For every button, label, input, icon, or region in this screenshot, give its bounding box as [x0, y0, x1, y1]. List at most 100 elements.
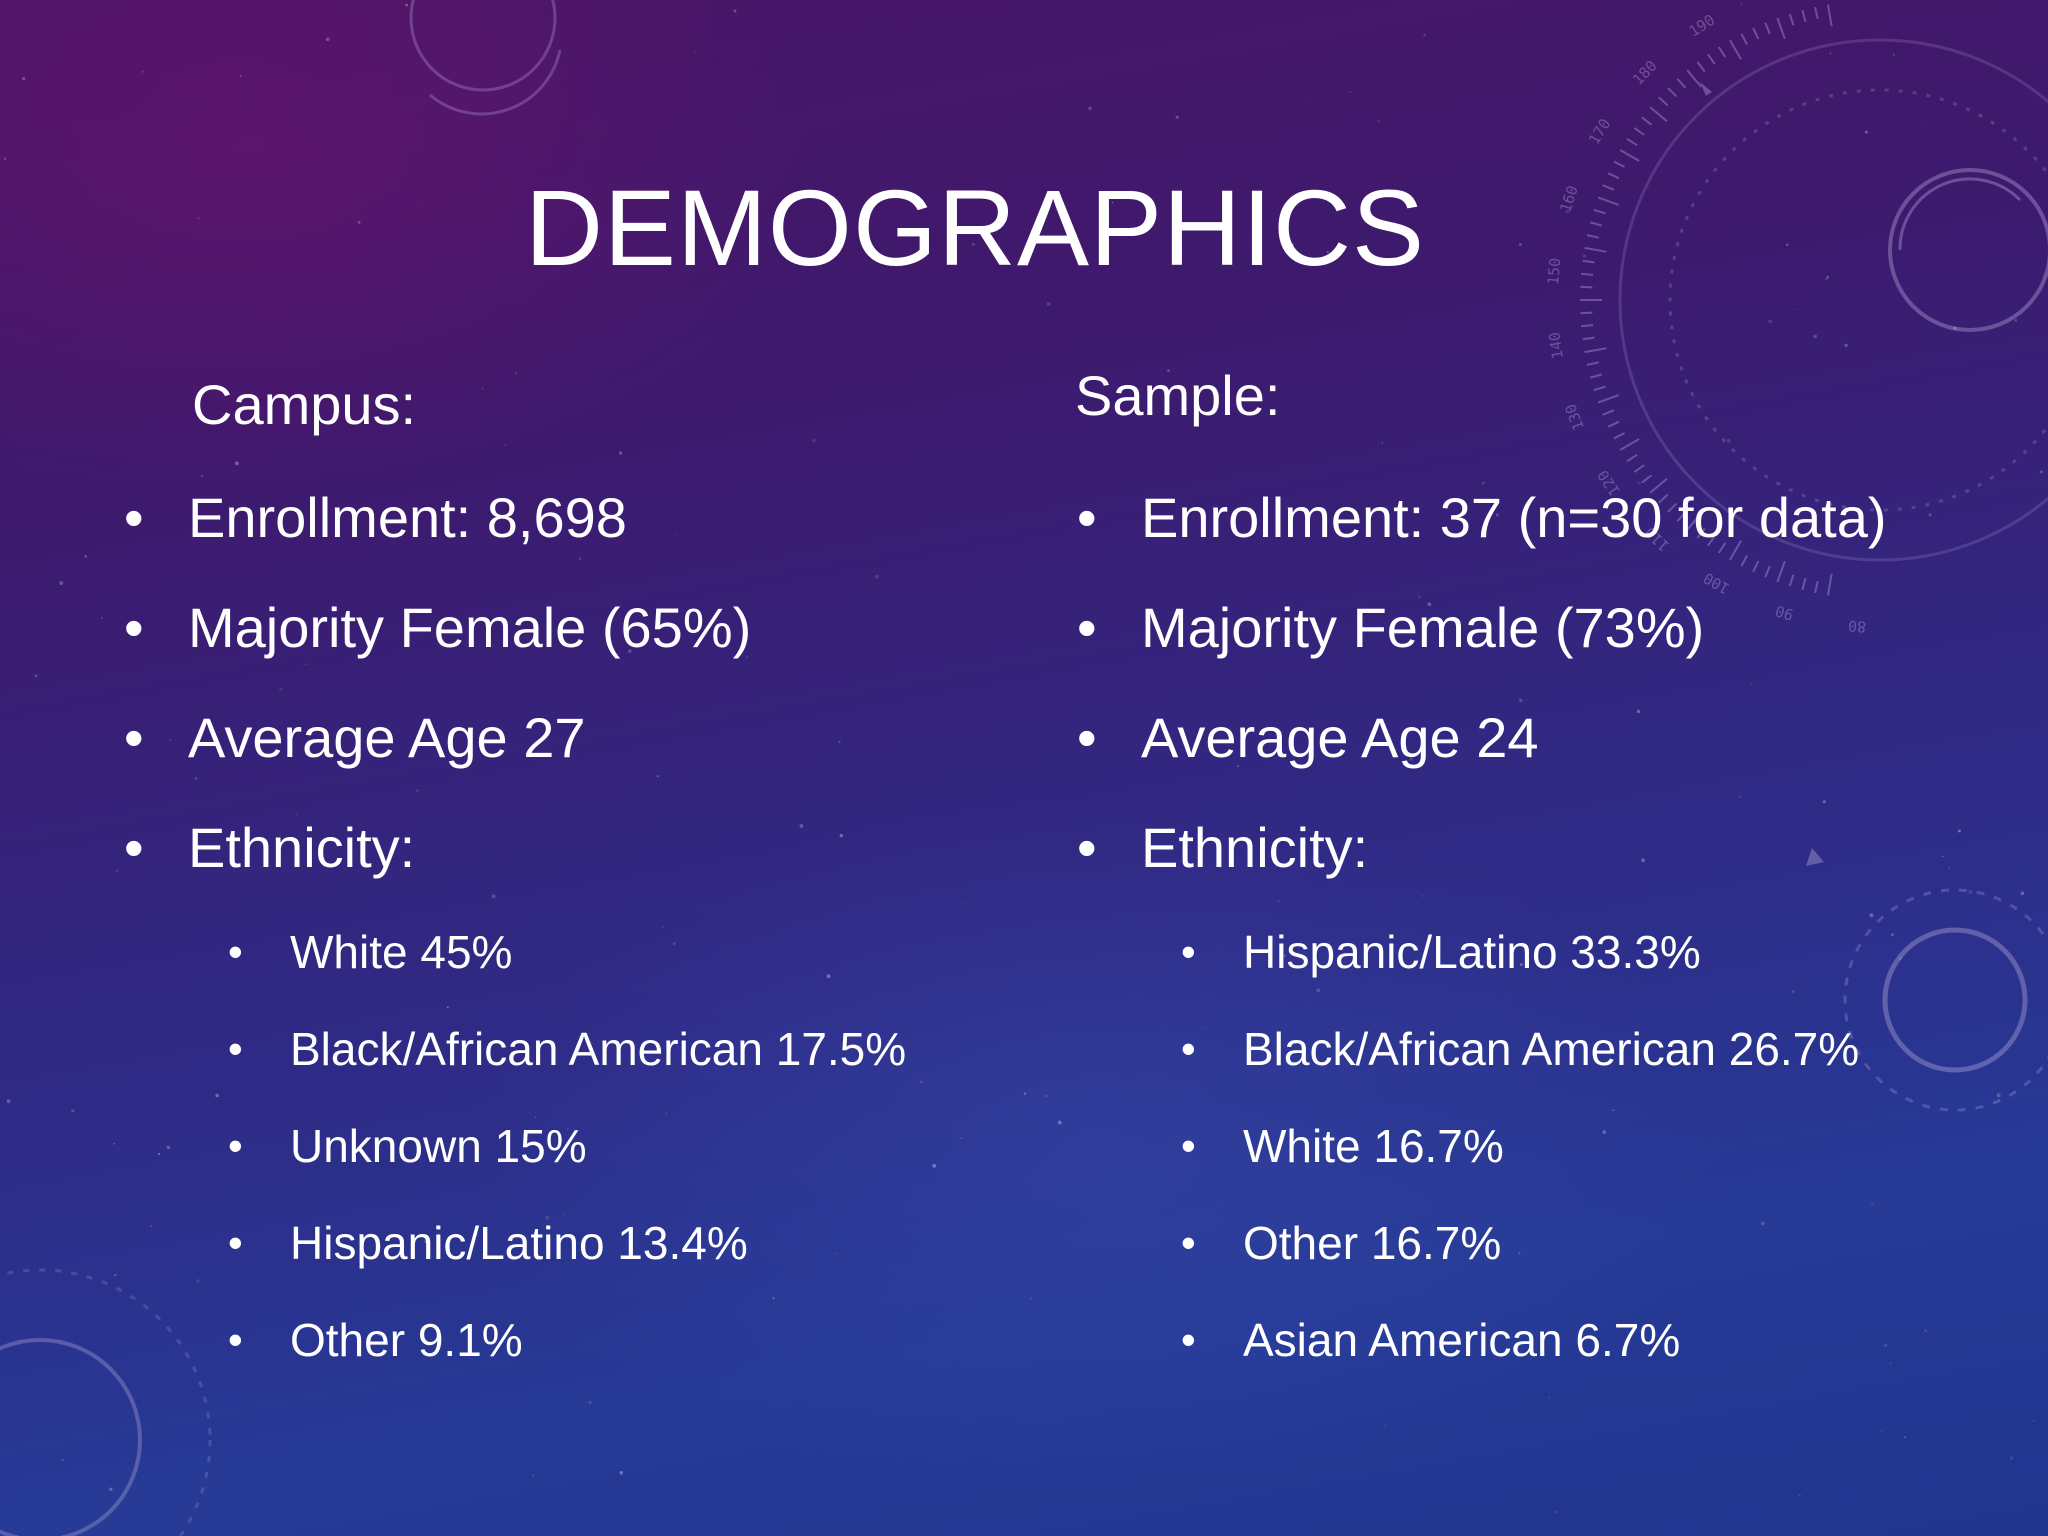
dial-tick: [1764, 22, 1771, 35]
star: [1565, 209, 1570, 214]
dial-tick: [1586, 234, 1600, 239]
arrow-marker-right: [1806, 848, 1824, 866]
star: [1349, 91, 1352, 93]
star: [1825, 277, 1828, 281]
dial-tick: [1649, 477, 1668, 494]
star: [1826, 275, 1829, 279]
dial-tick: [1707, 53, 1716, 65]
star: [1726, 439, 1731, 443]
star: [157, 1152, 161, 1156]
star: [1968, 890, 1973, 895]
star: [1111, 201, 1114, 204]
star: [1750, 683, 1753, 686]
star: [532, 1474, 535, 1477]
star: [1793, 308, 1796, 311]
star: [563, 1213, 566, 1216]
star: [675, 533, 677, 535]
star: [799, 823, 804, 828]
star: [1423, 33, 1426, 37]
dial-tick: [1649, 106, 1668, 123]
campus-ethnicity-value: Unknown 15%: [290, 1120, 587, 1172]
star: [1518, 242, 1522, 247]
star: [812, 438, 816, 443]
dial-tick: [1580, 285, 1593, 289]
bullet-icon: •: [124, 816, 144, 879]
star: [835, 1252, 838, 1255]
star: [1844, 343, 1848, 347]
star: [1279, 613, 1281, 615]
star: [1291, 243, 1294, 246]
star: [919, 1080, 923, 1084]
dial-tick: [1667, 87, 1678, 98]
star: [1996, 1093, 2001, 1098]
star: [1792, 990, 1795, 993]
dial-tick: [1707, 535, 1716, 547]
sub-bullet-icon: •: [1181, 1122, 1196, 1169]
star: [1241, 844, 1243, 847]
star: [1326, 250, 1329, 254]
ring-right-mid-dashed: [1843, 888, 2048, 1112]
dial-number-label: 170: [1585, 115, 1614, 147]
star: [961, 902, 963, 905]
dial-tick: [1580, 311, 1593, 315]
campus-average-age: Average Age 27: [188, 706, 586, 769]
dial-tick: [1593, 385, 1606, 392]
star: [343, 631, 347, 635]
sample-heading: Sample:: [1075, 364, 1281, 427]
bullet-icon: •: [124, 706, 144, 769]
star: [619, 1471, 624, 1475]
dial-tick: [1641, 116, 1653, 126]
star: [305, 663, 308, 666]
star: [424, 1240, 428, 1244]
dial-tick: [1814, 580, 1819, 594]
dial-tick: [1589, 221, 1603, 227]
star: [2040, 470, 2043, 474]
star: [34, 674, 38, 678]
star: [1869, 913, 1874, 918]
dial-inner-ring: [1888, 168, 2048, 332]
sample-ethnicity-value: Hispanic/Latino 33.3%: [1243, 926, 1701, 978]
sample-ethnicity-label: Ethnicity:: [1141, 816, 1369, 879]
star: [21, 76, 26, 81]
star: [1768, 319, 1773, 324]
star: [113, 1142, 115, 1145]
dial-tick: [1729, 39, 1742, 60]
sub-bullet-icon: •: [1181, 1316, 1196, 1363]
dial-tick: [1801, 9, 1807, 23]
dial-tick: [1686, 512, 1703, 531]
star: [672, 942, 676, 946]
dial-tick: [1717, 542, 1727, 554]
dial-tick: [1633, 464, 1645, 473]
dial-tick: [1658, 96, 1669, 107]
star: [6, 1099, 11, 1104]
dial-outer: [1618, 38, 2048, 562]
dial-tick: [1658, 493, 1669, 504]
star: [416, 789, 419, 792]
star: [1418, 595, 1421, 598]
star: [1518, 698, 1523, 703]
star: [689, 235, 694, 239]
dial-number-label: 140: [1545, 331, 1567, 360]
star: [665, 1112, 668, 1115]
sub-bullet-icon: •: [228, 1219, 243, 1266]
star: [1612, 1109, 1615, 1112]
dial-inner-arc: [1898, 177, 2022, 251]
star: [1548, 1397, 1551, 1399]
dial-tick: [1788, 574, 1795, 587]
star: [150, 1224, 153, 1228]
sample-ethnicity-value: Asian American 6.7%: [1243, 1314, 1681, 1366]
star: [1883, 1343, 1888, 1348]
star: [1277, 900, 1280, 903]
star: [325, 37, 330, 42]
star: [826, 974, 831, 979]
dial-tick: [1752, 560, 1760, 573]
star: [628, 649, 632, 653]
star: [1641, 858, 1646, 863]
star: [1519, 963, 1523, 967]
sample-ethnicity-value: Black/African American 26.7%: [1243, 1023, 1860, 1075]
dial-tick: [1667, 502, 1678, 513]
star: [481, 388, 484, 390]
star: [618, 451, 623, 455]
bullet-icon: •: [1077, 706, 1097, 769]
star: [693, 51, 696, 54]
